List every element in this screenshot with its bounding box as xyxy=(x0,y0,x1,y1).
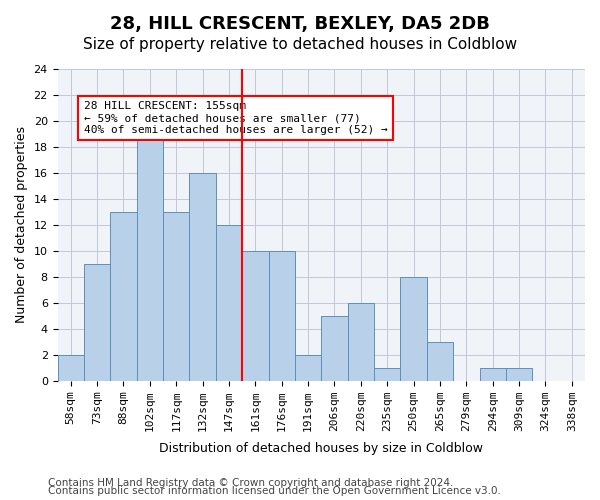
Bar xyxy=(295,354,321,380)
Bar xyxy=(479,368,506,380)
Bar xyxy=(110,212,137,380)
Bar xyxy=(374,368,400,380)
Bar xyxy=(321,316,347,380)
Text: Size of property relative to detached houses in Coldblow: Size of property relative to detached ho… xyxy=(83,38,517,52)
Bar xyxy=(400,277,427,380)
Text: 28, HILL CRESCENT, BEXLEY, DA5 2DB: 28, HILL CRESCENT, BEXLEY, DA5 2DB xyxy=(110,15,490,33)
Text: Contains HM Land Registry data © Crown copyright and database right 2024.: Contains HM Land Registry data © Crown c… xyxy=(48,478,454,488)
Bar xyxy=(427,342,453,380)
Bar xyxy=(58,354,84,380)
X-axis label: Distribution of detached houses by size in Coldblow: Distribution of detached houses by size … xyxy=(159,442,483,455)
Bar xyxy=(506,368,532,380)
Bar xyxy=(347,302,374,380)
Y-axis label: Number of detached properties: Number of detached properties xyxy=(15,126,28,324)
Bar xyxy=(190,173,216,380)
Text: Contains public sector information licensed under the Open Government Licence v3: Contains public sector information licen… xyxy=(48,486,501,496)
Bar xyxy=(84,264,110,380)
Bar xyxy=(269,251,295,380)
Bar xyxy=(216,225,242,380)
Bar xyxy=(163,212,190,380)
Bar xyxy=(242,251,269,380)
Text: 28 HILL CRESCENT: 155sqm
← 59% of detached houses are smaller (77)
40% of semi-d: 28 HILL CRESCENT: 155sqm ← 59% of detach… xyxy=(84,102,388,134)
Bar xyxy=(137,134,163,380)
